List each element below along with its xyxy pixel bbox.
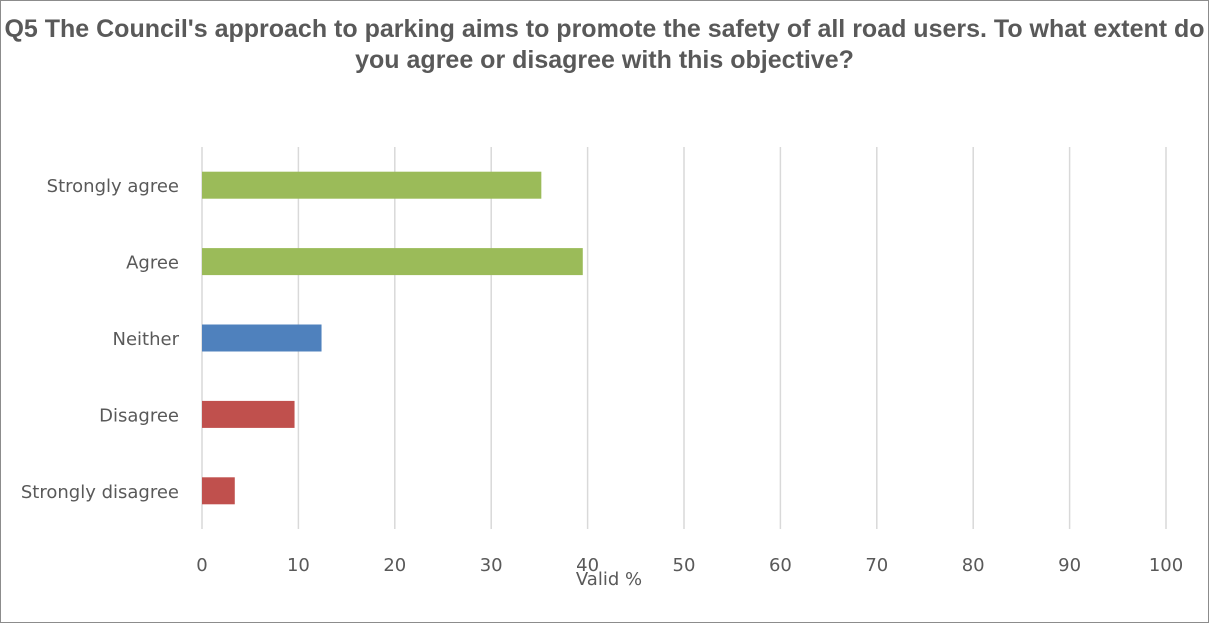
- category-label: Strongly agree: [47, 176, 179, 197]
- bar-strongly-disagree: [202, 477, 235, 505]
- x-axis-title: Valid %: [576, 569, 642, 590]
- x-tick-label: 40: [576, 555, 599, 576]
- x-tick-label: 100: [1149, 555, 1183, 576]
- category-label: Neither: [113, 329, 180, 350]
- x-tick-label: 60: [769, 555, 792, 576]
- x-tick-label: 10: [287, 555, 310, 576]
- x-tick-label: 30: [480, 555, 503, 576]
- chart-title: Q5 The Council's approach to parking aim…: [4, 15, 1205, 74]
- gridlines: [201, 147, 1167, 529]
- category-label: Strongly disagree: [21, 482, 179, 503]
- x-tick-label: 20: [383, 555, 406, 576]
- category-labels: Strongly agree Agree Neither Disagree Strong…: [21, 176, 180, 503]
- bars: [202, 171, 583, 505]
- bar-neither: [202, 324, 322, 352]
- bar-agree: [202, 248, 583, 276]
- category-label: Agree: [126, 253, 179, 274]
- x-tick-label: 70: [865, 555, 888, 576]
- x-tick-label: 50: [673, 555, 696, 576]
- x-tick-label: 80: [962, 555, 985, 576]
- bar-strongly-agree: [202, 171, 542, 199]
- x-tick-label: 90: [1058, 555, 1081, 576]
- x-tick-label: 0: [196, 555, 207, 576]
- tick-labels: 0 10 20 30 40 50 60 70 80 90 100: [196, 555, 1183, 576]
- bar-disagree: [202, 400, 295, 428]
- category-label: Disagree: [99, 405, 179, 426]
